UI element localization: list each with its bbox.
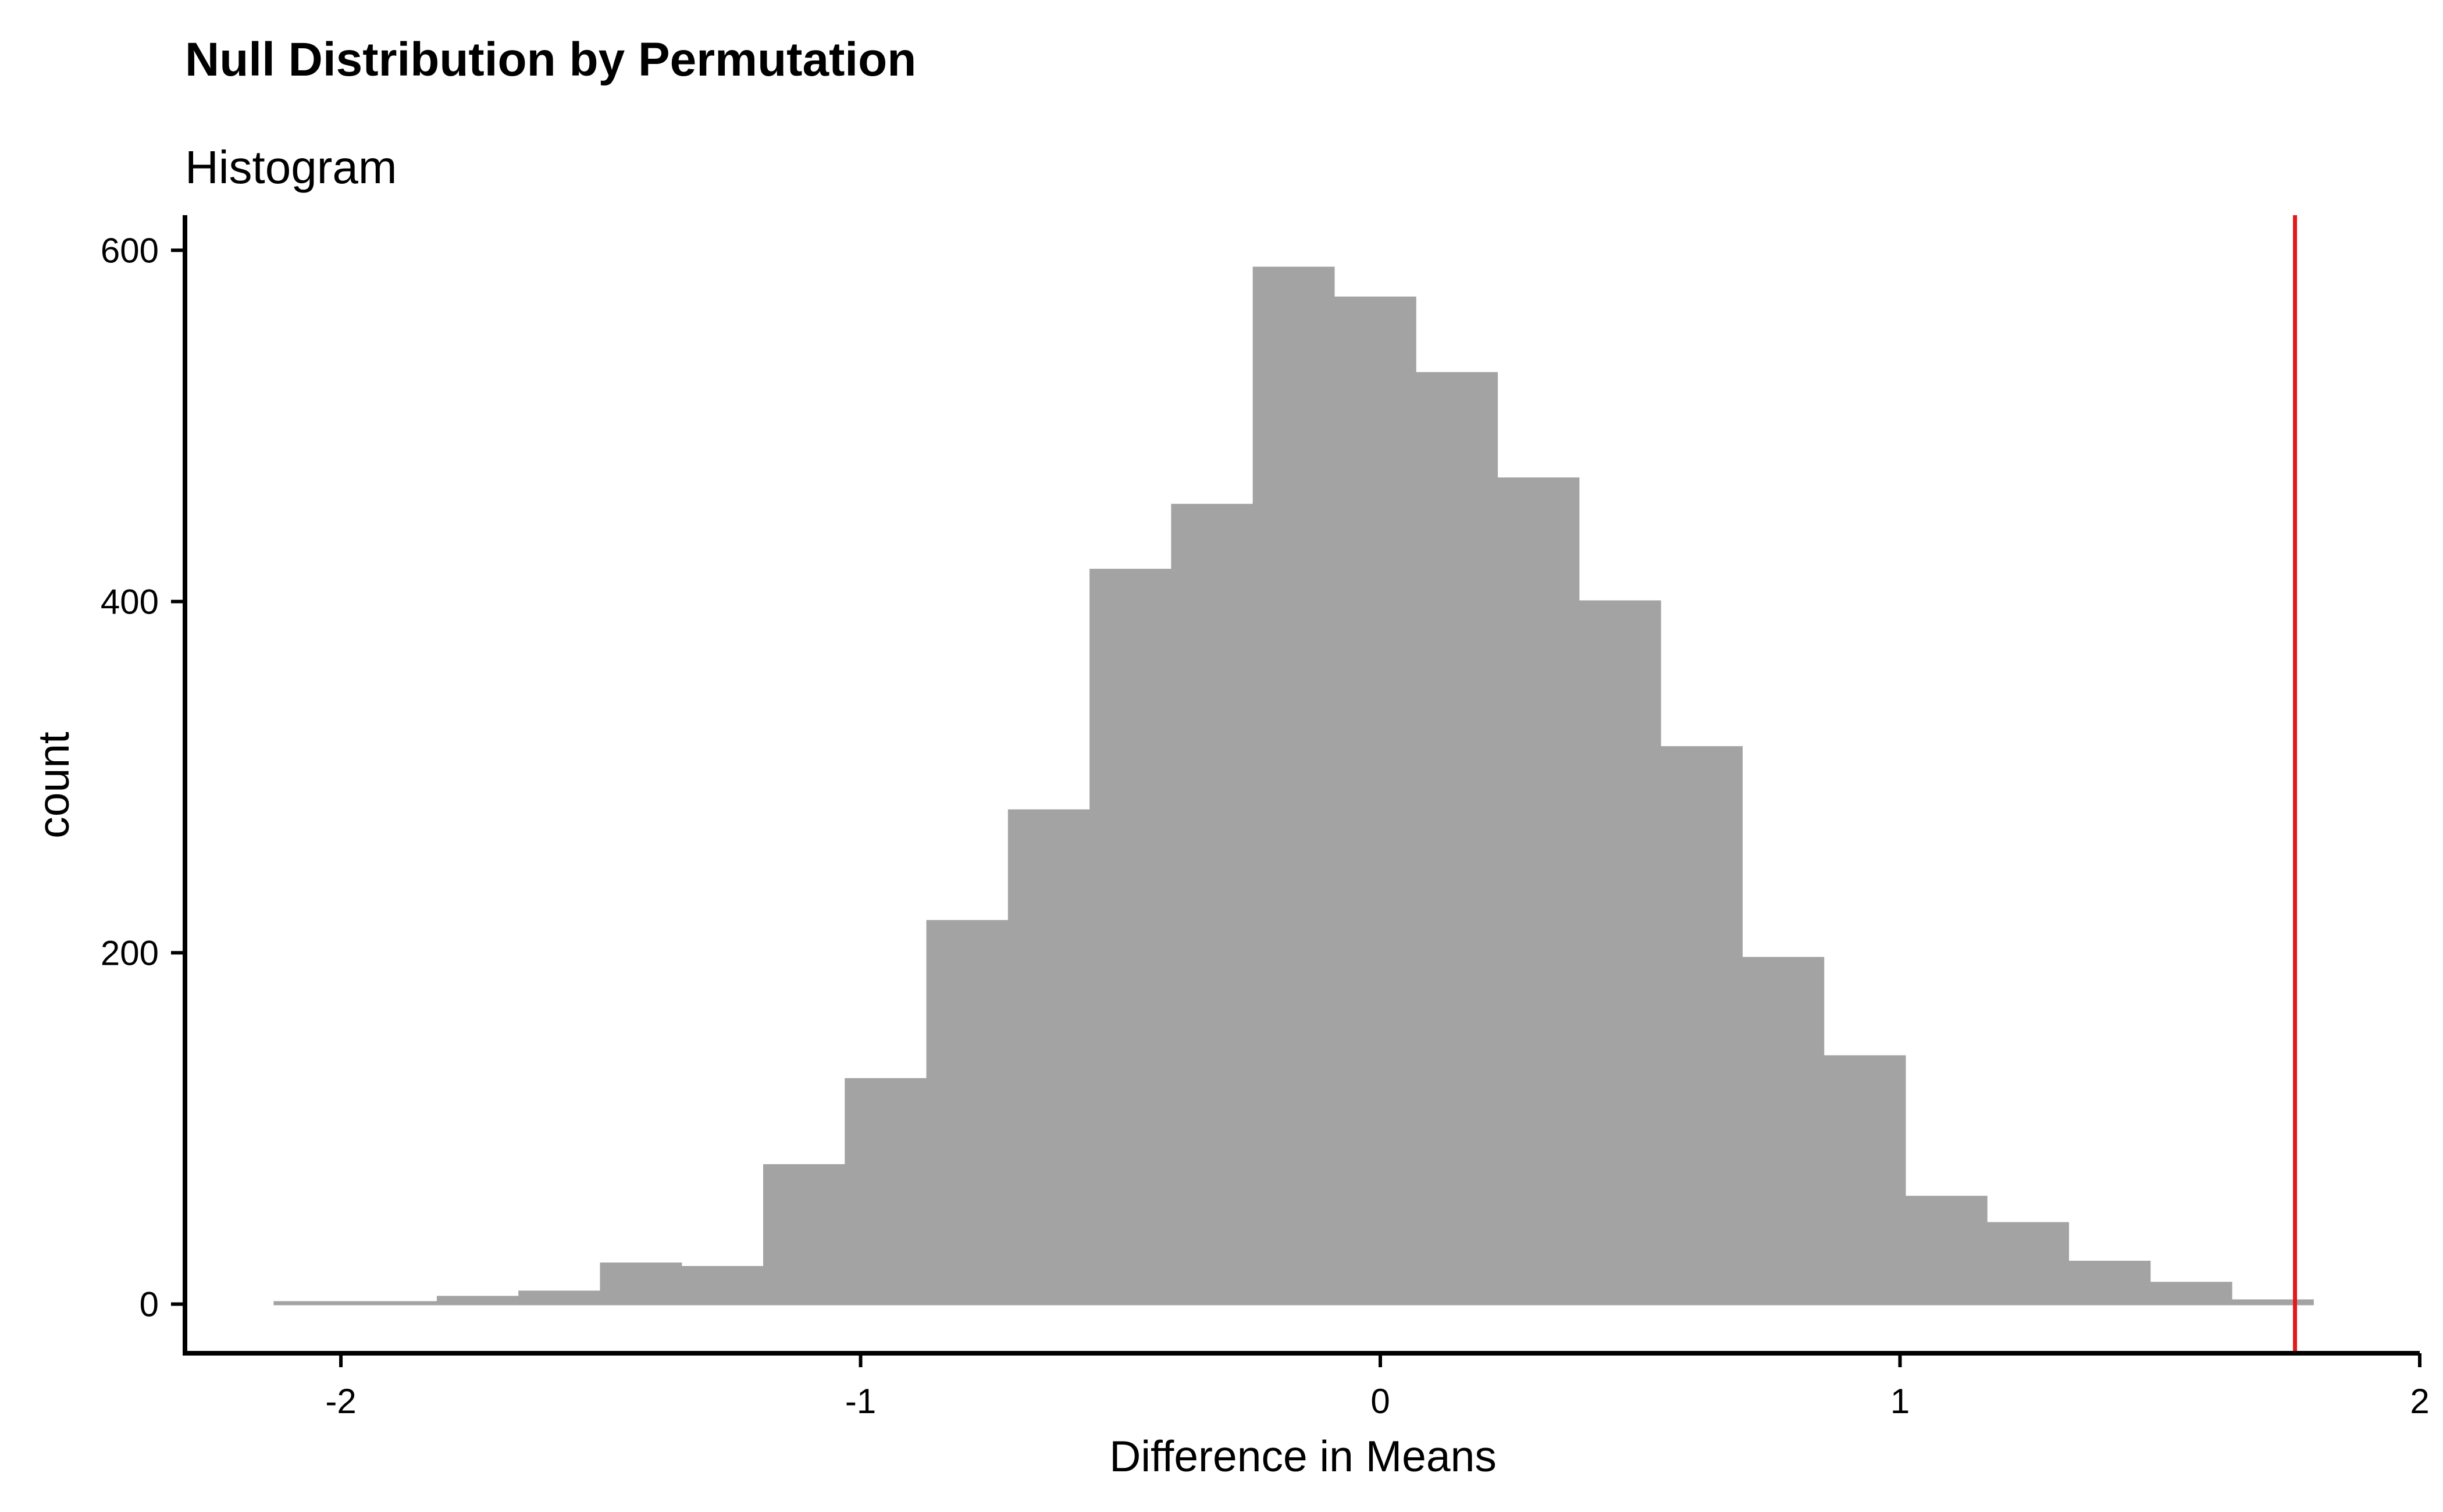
histogram-bar bbox=[1171, 504, 1253, 1306]
y-tick-label: 400 bbox=[101, 582, 159, 621]
y-tick-label: 200 bbox=[101, 933, 159, 972]
y-axis-title: count bbox=[29, 732, 78, 839]
x-tick-label: -2 bbox=[325, 1382, 356, 1421]
histogram-bar bbox=[2232, 1299, 2314, 1306]
x-tick-label: 0 bbox=[1370, 1382, 1390, 1421]
chart-title: Null Distribution by Permutation bbox=[185, 33, 916, 86]
x-axis-title: Difference in Means bbox=[1109, 1432, 1497, 1481]
histogram-bar bbox=[1334, 296, 1416, 1306]
histogram-bar bbox=[436, 1296, 519, 1306]
histogram-bar bbox=[1579, 600, 1661, 1306]
histogram-bar bbox=[1416, 372, 1498, 1306]
y-tick-label: 0 bbox=[140, 1285, 159, 1324]
histogram-bar bbox=[518, 1290, 601, 1306]
histogram-bar bbox=[1987, 1222, 2070, 1306]
x-tick-label: 1 bbox=[1890, 1382, 1910, 1421]
histogram-bar bbox=[355, 1301, 437, 1306]
histogram-bar bbox=[2150, 1282, 2232, 1306]
histogram-bar bbox=[1089, 569, 1171, 1306]
y-tick-label: 600 bbox=[101, 231, 159, 270]
histogram-bar bbox=[1824, 1055, 1906, 1306]
y-axis-ticks: 0 200 400 600 bbox=[101, 231, 185, 1324]
histogram-bar bbox=[1252, 266, 1335, 1306]
histogram-bar bbox=[763, 1164, 845, 1306]
x-axis-ticks: -2 -1 0 1 2 bbox=[325, 1353, 2430, 1421]
histogram-bar bbox=[2068, 1260, 2151, 1306]
histogram-bar bbox=[1742, 957, 1825, 1306]
histogram-bar bbox=[1905, 1196, 1988, 1306]
histogram-bar bbox=[926, 920, 1009, 1306]
chart-subtitle: Histogram bbox=[185, 141, 397, 193]
x-tick-label: -1 bbox=[845, 1382, 876, 1421]
histogram-bar bbox=[845, 1078, 927, 1306]
histogram-bar bbox=[1497, 477, 1580, 1306]
histogram-bar bbox=[273, 1301, 356, 1306]
histogram-bars bbox=[273, 266, 2314, 1306]
histogram-bar bbox=[600, 1262, 682, 1306]
histogram-bar bbox=[1661, 746, 1743, 1306]
histogram-bar bbox=[681, 1266, 764, 1306]
x-tick-label: 2 bbox=[2410, 1382, 2429, 1421]
histogram-bar bbox=[1007, 809, 1090, 1306]
